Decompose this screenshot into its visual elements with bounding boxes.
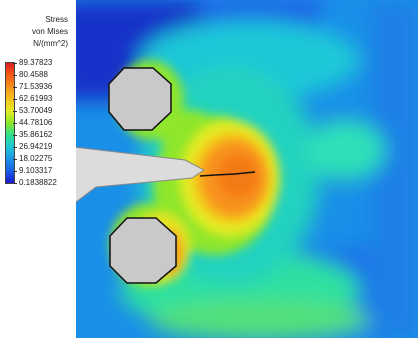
legend-value: 0.1838822 <box>19 178 57 187</box>
legend-tick <box>13 63 17 64</box>
legend-tick <box>13 183 17 184</box>
legend-tick <box>13 159 17 160</box>
legend-title-line: Stress <box>45 15 68 24</box>
legend-tick <box>13 171 17 172</box>
legend-title: Stress von Mises N/(mm^2) <box>4 14 68 50</box>
legend-tick <box>13 111 17 112</box>
legend-value: 53.70049 <box>19 106 53 115</box>
legend-value: 44.78106 <box>19 118 53 127</box>
legend-panel: Stress von Mises N/(mm^2) 89.37823 80.45… <box>0 0 76 338</box>
lower-hole <box>109 217 177 284</box>
legend-value: 71.53936 <box>19 82 53 91</box>
stress-field <box>60 0 418 338</box>
legend-value: 89.37823 <box>19 58 53 67</box>
legend-value: 62.61993 <box>19 94 53 103</box>
legend-value: 9.103317 <box>19 166 53 175</box>
legend-title-line: N/(mm^2) <box>33 39 68 48</box>
legend-tick <box>13 87 17 88</box>
legend-value: 80.4588 <box>19 70 48 79</box>
crack-line <box>199 171 256 177</box>
legend-value: 35.86162 <box>19 130 53 139</box>
legend-title-line: von Mises <box>31 27 68 36</box>
legend-tick <box>13 75 17 76</box>
upper-hole <box>108 67 172 131</box>
legend-value: 18.02275 <box>19 154 53 163</box>
legend-value: 26.94219 <box>19 142 53 151</box>
legend-tick <box>13 147 17 148</box>
legend-tick <box>13 99 17 100</box>
legend-tick <box>13 123 17 124</box>
legend-tick <box>13 135 17 136</box>
